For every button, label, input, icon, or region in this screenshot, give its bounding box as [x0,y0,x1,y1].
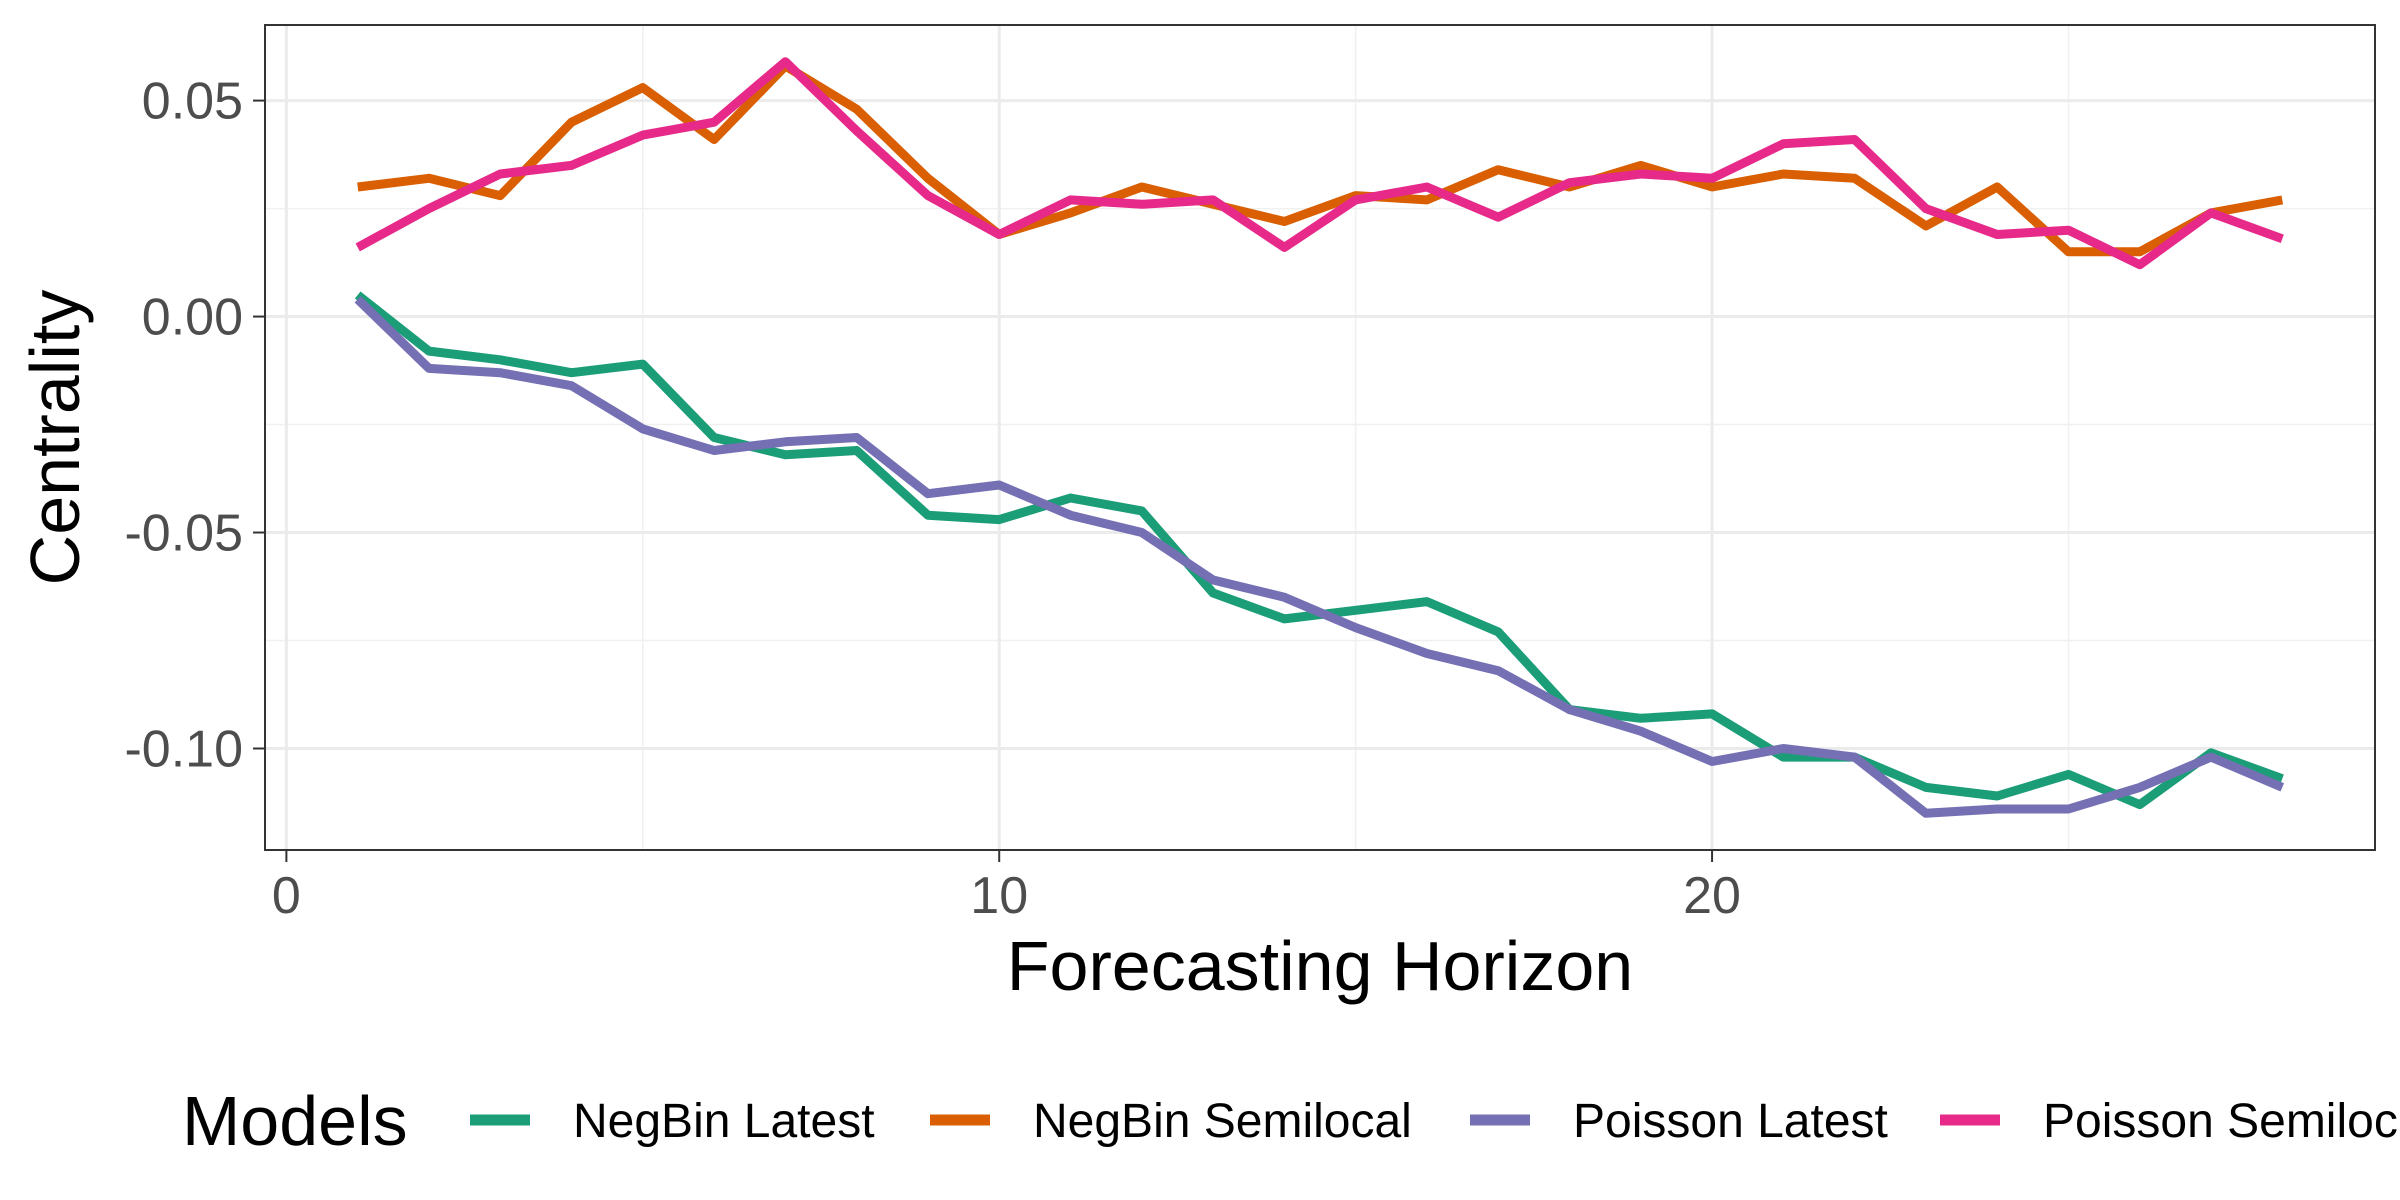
y-axis-title: Centrality [16,290,94,586]
legend-label: NegBin Latest [573,1095,875,1148]
series-group [354,57,2285,818]
legend: Models NegBin Latest NegBin Semilocal Pois… [182,1082,2400,1160]
legend-label: Poisson Semilocal [2043,1095,2400,1148]
legend-label: NegBin Semilocal [1033,1095,1412,1148]
y-tick-label: -0.05 [124,505,243,563]
x-tick-label: 10 [970,867,1028,925]
axes: 0 10 20 0.05 0.00 -0.05 -0.10 [124,73,1741,925]
y-tick-label: -0.10 [124,720,243,778]
y-tick-label: 0.00 [142,289,243,347]
series-line-poisson-semilocal [355,57,2284,270]
x-tick-label: 20 [1683,867,1741,925]
series-line-poisson-latest [354,296,2285,818]
x-tick-label: 0 [272,867,301,925]
grid [265,25,2375,850]
y-tick-label: 0.05 [142,73,243,131]
series-line-negbin-semilocal [357,61,2284,257]
legend-title: Models [182,1082,408,1160]
legend-label: Poisson Latest [1573,1095,1888,1148]
plot-panel-border [264,24,2376,851]
x-axis-title: Forecasting Horizon [1007,927,1633,1005]
